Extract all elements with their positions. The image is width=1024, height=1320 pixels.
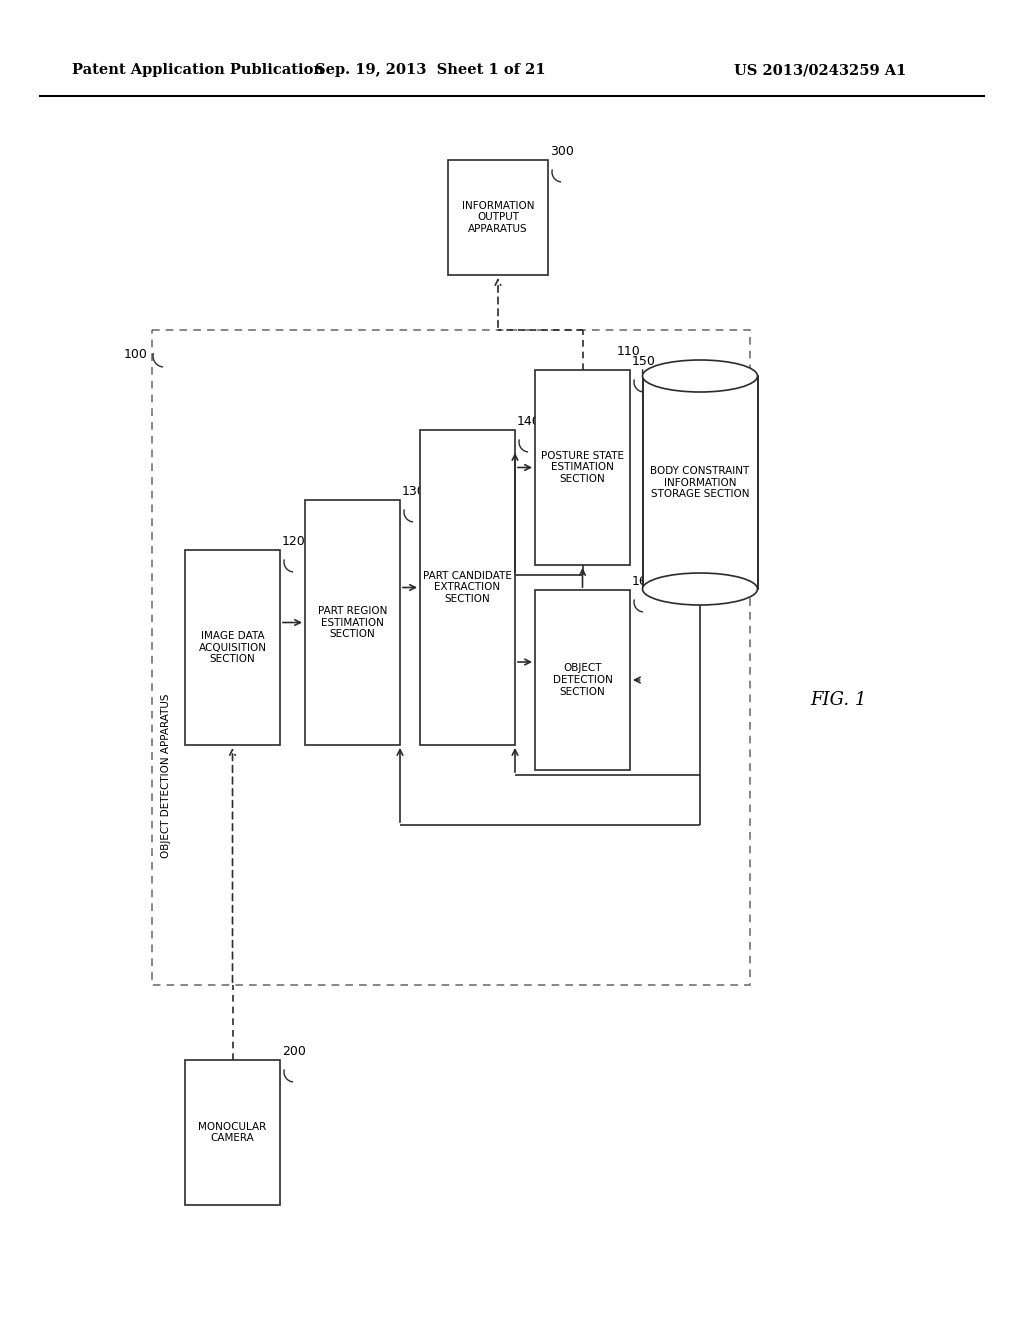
Text: 140: 140 <box>517 414 541 428</box>
Text: 160: 160 <box>632 576 655 587</box>
Bar <box>535 370 630 565</box>
Text: 150: 150 <box>632 355 656 368</box>
Text: Sep. 19, 2013  Sheet 1 of 21: Sep. 19, 2013 Sheet 1 of 21 <box>314 63 546 77</box>
Ellipse shape <box>642 360 758 392</box>
Text: 130: 130 <box>402 484 426 498</box>
Text: OBJECT DETECTION APPARATUS: OBJECT DETECTION APPARATUS <box>161 693 171 858</box>
Bar <box>185 550 280 744</box>
Text: Patent Application Publication: Patent Application Publication <box>72 63 324 77</box>
Text: 100: 100 <box>124 348 148 360</box>
Text: PART CANDIDATE
EXTRACTION
SECTION: PART CANDIDATE EXTRACTION SECTION <box>423 570 512 605</box>
Text: BODY CONSTRAINT
INFORMATION
STORAGE SECTION: BODY CONSTRAINT INFORMATION STORAGE SECT… <box>650 466 750 499</box>
Bar <box>185 1060 280 1205</box>
Text: OBJECT
DETECTION
SECTION: OBJECT DETECTION SECTION <box>553 664 612 697</box>
Text: POSTURE STATE
ESTIMATION
SECTION: POSTURE STATE ESTIMATION SECTION <box>541 451 624 484</box>
Text: MONOCULAR
CAMERA: MONOCULAR CAMERA <box>199 1122 266 1143</box>
Text: 300: 300 <box>550 145 573 158</box>
Text: 110: 110 <box>616 345 640 358</box>
Text: INFORMATION
OUTPUT
APPARATUS: INFORMATION OUTPUT APPARATUS <box>462 201 535 234</box>
Text: PART REGION
ESTIMATION
SECTION: PART REGION ESTIMATION SECTION <box>317 606 387 639</box>
Text: IMAGE DATA
ACQUISITION
SECTION: IMAGE DATA ACQUISITION SECTION <box>199 631 266 664</box>
Bar <box>420 430 515 744</box>
Bar <box>449 160 548 275</box>
Text: US 2013/0243259 A1: US 2013/0243259 A1 <box>734 63 906 77</box>
Text: FIG. 1: FIG. 1 <box>810 690 866 709</box>
Text: 200: 200 <box>282 1045 306 1059</box>
Text: 120: 120 <box>282 535 306 548</box>
Bar <box>642 376 758 589</box>
Bar <box>305 500 400 744</box>
Bar <box>535 590 630 770</box>
Ellipse shape <box>642 573 758 605</box>
Bar <box>152 330 750 985</box>
